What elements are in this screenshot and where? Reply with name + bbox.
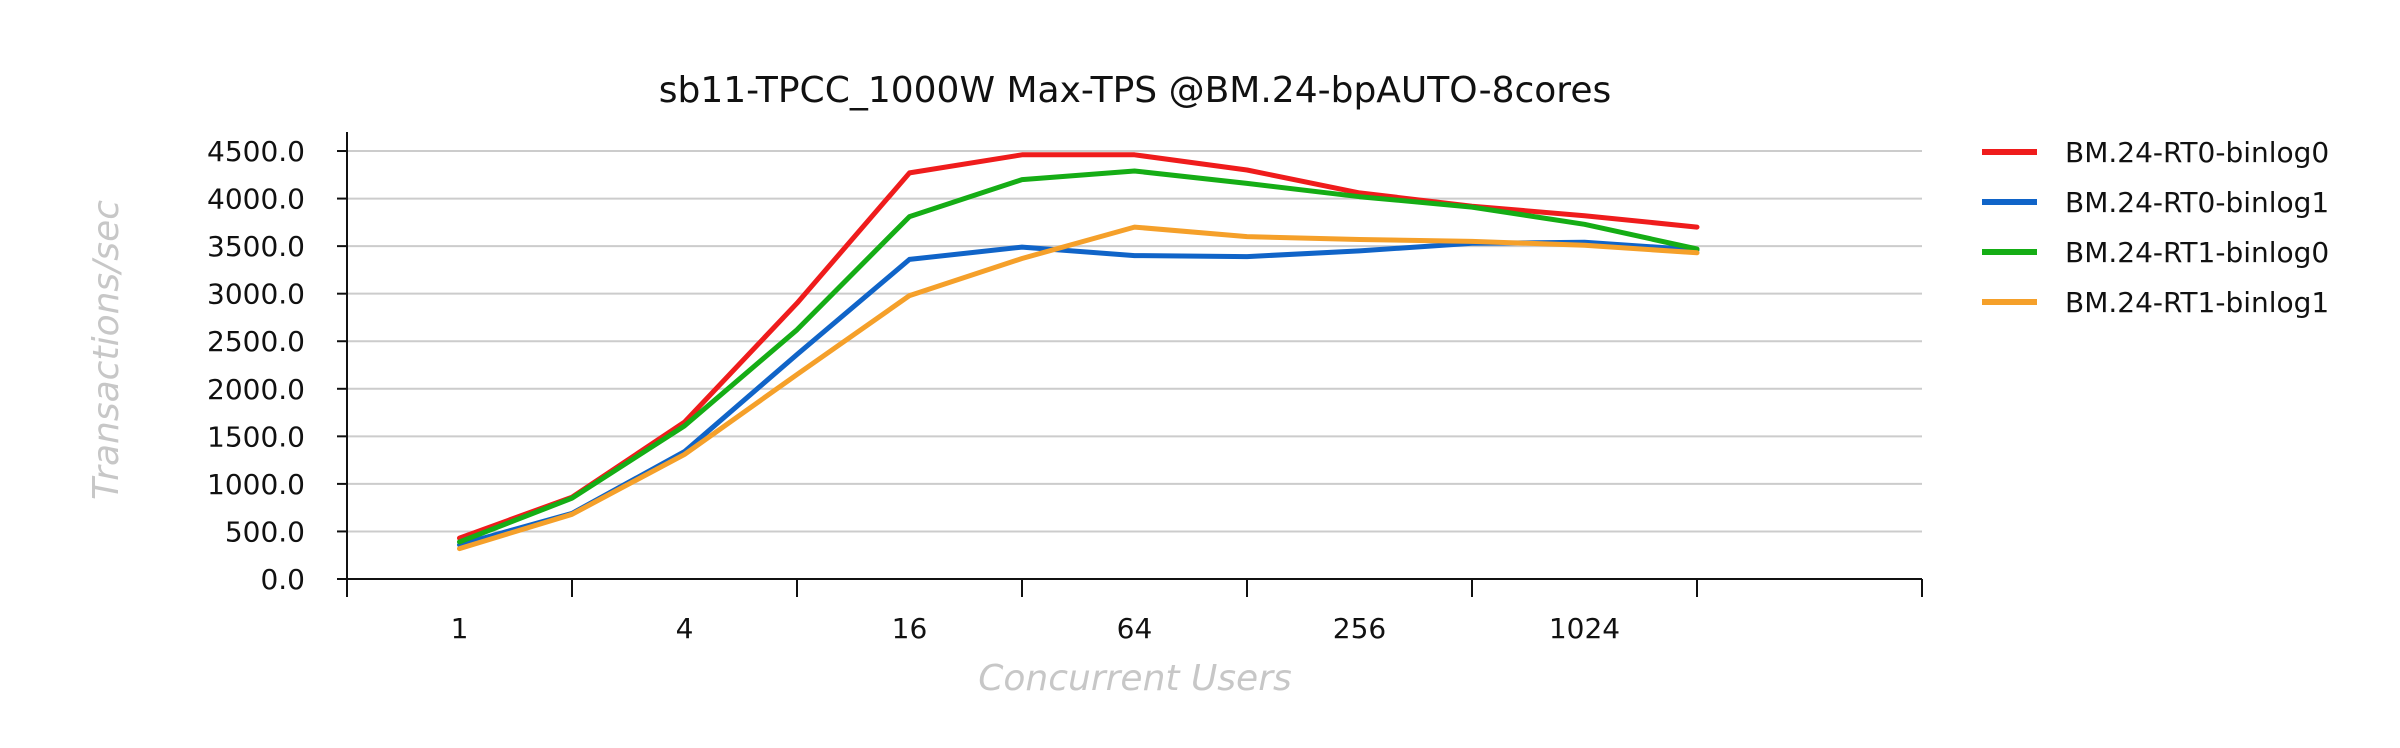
series-line: [457, 168, 1700, 545]
y-tick-label: 500.0: [225, 515, 305, 548]
series-lines: [457, 152, 1700, 552]
y-tick-label: 1500.0: [207, 420, 305, 453]
y-tick-label: 4500.0: [207, 135, 305, 168]
x-tick-label: 64: [1117, 612, 1153, 645]
axes: 0.0 500.0 1000.0 1500.0 2000.0 2500.0 3000.0 35…: [207, 132, 1923, 645]
y-tick-label: 2000.0: [207, 373, 305, 406]
y-axis-label: Transactions/sec: [86, 200, 127, 500]
x-tick-label: 16: [892, 612, 928, 645]
x-tick-label: 4: [676, 612, 694, 645]
y-gridlines: [347, 150, 1922, 533]
x-tick-label: 1024: [1549, 612, 1620, 645]
y-tick-label: 3500.0: [207, 230, 305, 263]
legend-label: BM.24-RT0-binlog1: [2065, 186, 2329, 219]
y-tick-label: 1000.0: [207, 468, 305, 501]
series-line: [457, 239, 1700, 548]
y-tick-label: 3000.0: [207, 278, 305, 311]
y-tick-label: 2500.0: [207, 325, 305, 358]
y-tick-label: 0.0: [260, 563, 305, 596]
x-tick-label: 1: [451, 612, 469, 645]
chart-title: sb11-TPCC_1000W Max-TPS @BM.24-bpAUTO-8c…: [659, 70, 1611, 111]
y-tick-label: 4000.0: [207, 183, 305, 216]
legend-label: BM.24-RT1-binlog0: [2065, 236, 2329, 269]
legend-label: BM.24-RT1-binlog1: [2065, 286, 2329, 319]
series-line: [457, 224, 1700, 552]
x-axis-label: Concurrent Users: [978, 658, 1292, 699]
legend-label: BM.24-RT0-binlog0: [2065, 136, 2329, 169]
x-tick-label: 256: [1333, 612, 1386, 645]
legend: BM.24-RT0-binlog0 BM.24-RT0-binlog1 BM.24-…: [1982, 136, 2329, 319]
